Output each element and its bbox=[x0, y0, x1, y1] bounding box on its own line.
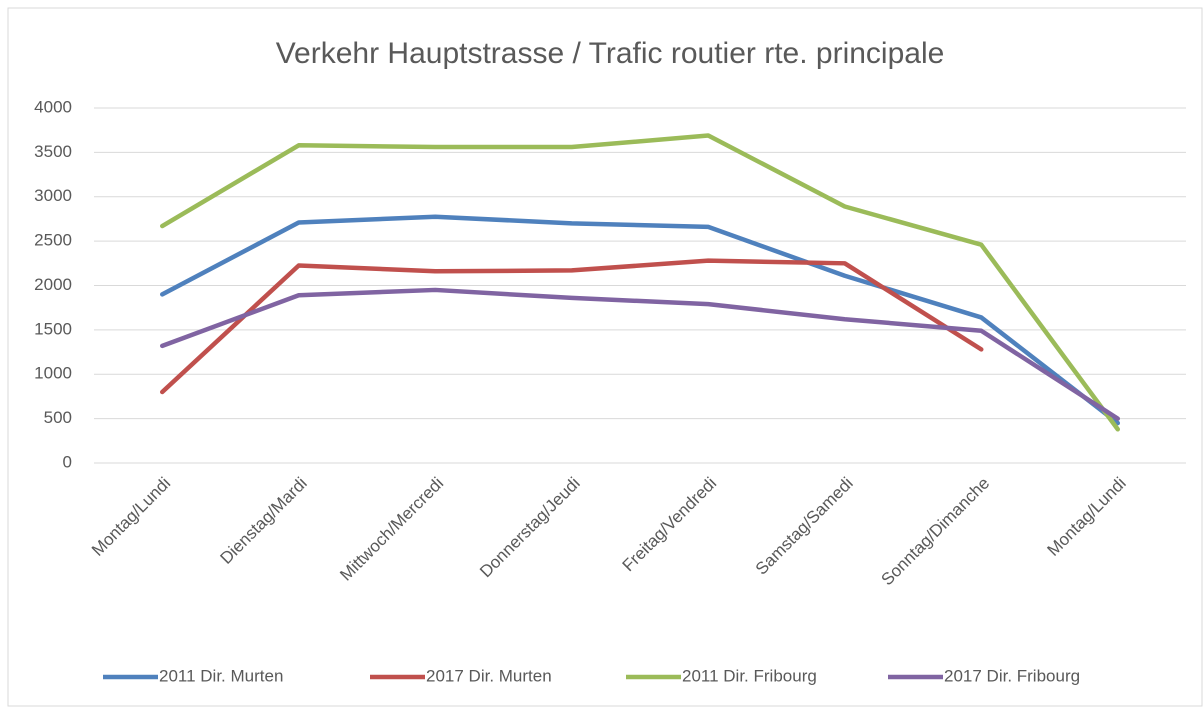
legend-label: 2011 Dir. Fribourg bbox=[682, 666, 817, 685]
legend-label: 2017 Dir. Fribourg bbox=[944, 666, 1080, 685]
series-line bbox=[160, 214, 1120, 426]
chart-border bbox=[7, 7, 1203, 707]
legend-label: 2017 Dir. Murten bbox=[426, 666, 552, 685]
chart-title: Verkehr Hauptstrasse / Trafic routier rt… bbox=[276, 37, 945, 70]
y-tick-label: 4000 bbox=[34, 97, 72, 116]
y-tick-label: 3500 bbox=[34, 142, 72, 161]
y-tick-label: 500 bbox=[44, 408, 72, 427]
legend-label: 2011 Dir. Murten bbox=[159, 666, 283, 685]
y-tick-label: 3000 bbox=[34, 186, 72, 205]
y-tick-label: 0 bbox=[63, 452, 72, 471]
y-tick-label: 1000 bbox=[34, 364, 72, 383]
y-tick-label: 1500 bbox=[34, 319, 72, 338]
y-tick-label: 2000 bbox=[34, 275, 72, 294]
y-tick-label: 2500 bbox=[34, 231, 72, 250]
series-line bbox=[160, 287, 1120, 421]
series-line bbox=[160, 133, 1120, 432]
series-line bbox=[160, 258, 984, 395]
